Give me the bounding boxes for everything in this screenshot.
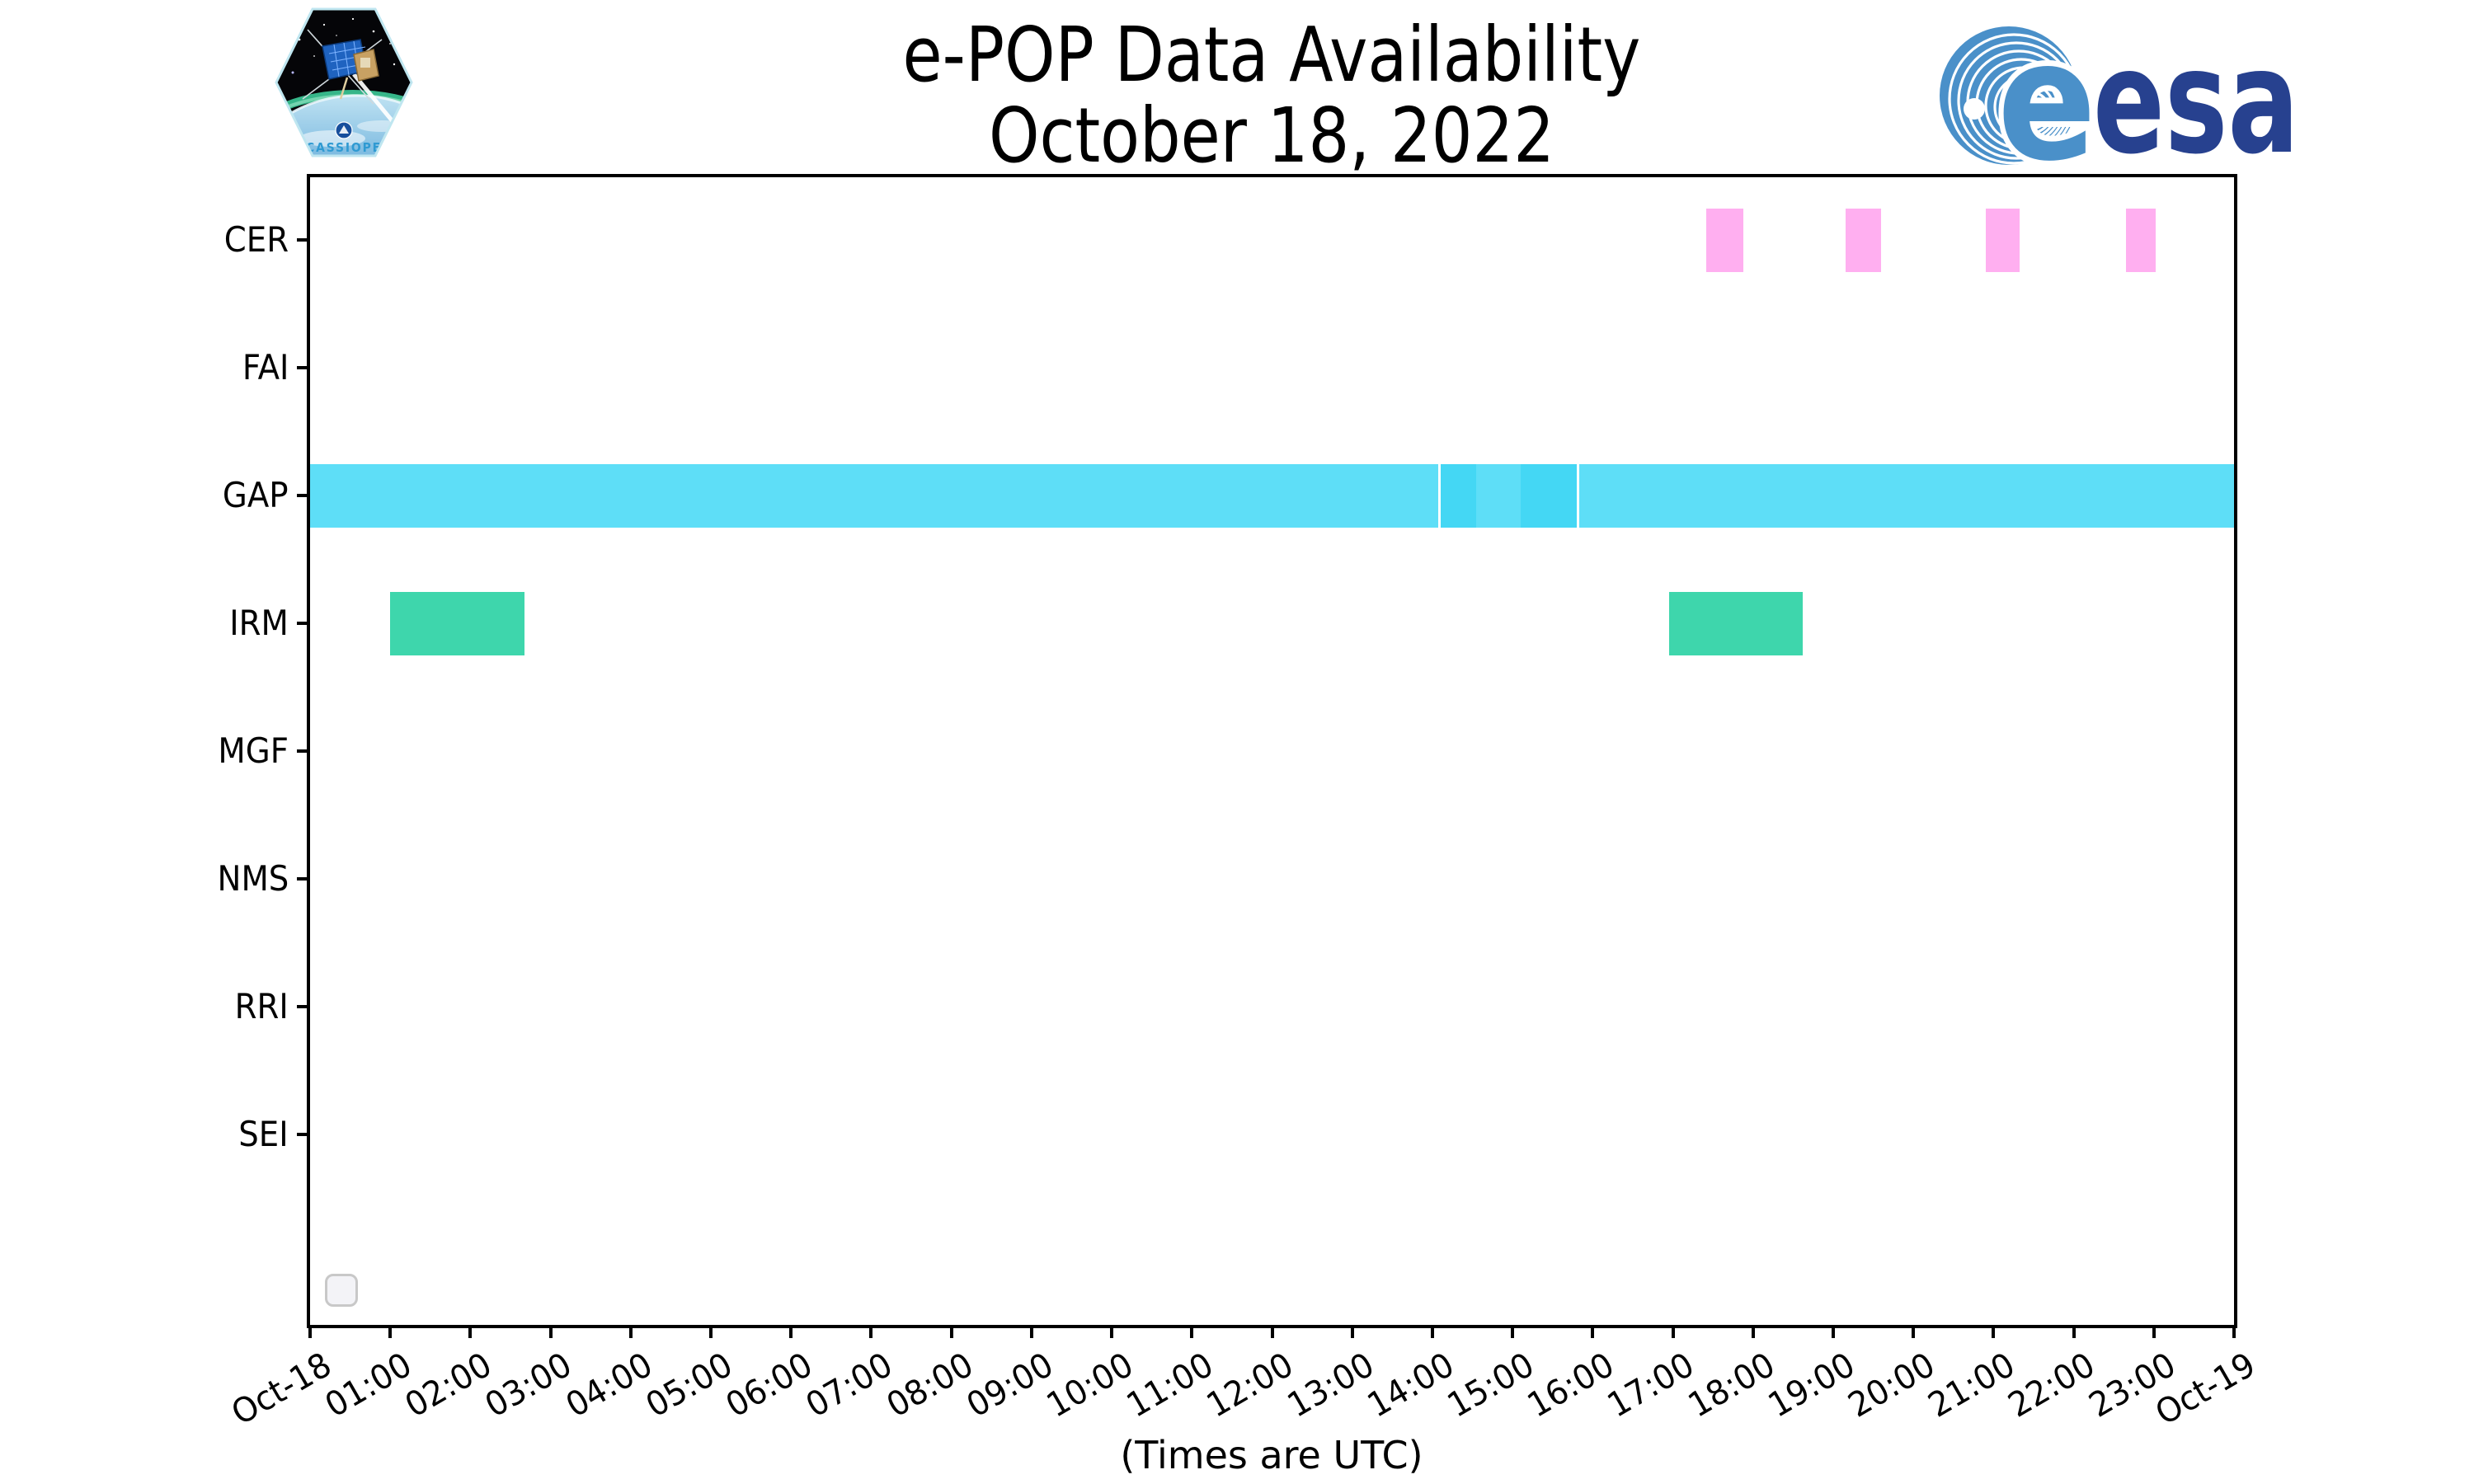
bar-IRM bbox=[1669, 592, 1803, 655]
ytick-RRI bbox=[297, 1005, 310, 1008]
xlabel-11:00: 11:00 bbox=[1120, 1345, 1221, 1425]
xtick-21:00 bbox=[1992, 1325, 1996, 1338]
xtick-18:00 bbox=[1751, 1325, 1755, 1338]
xtick-Oct-18 bbox=[308, 1325, 312, 1338]
xaxis-label: (Times are UTC) bbox=[1120, 1433, 1423, 1477]
xlabel-20:00: 20:00 bbox=[1841, 1345, 1942, 1425]
xtick-04:00 bbox=[628, 1325, 633, 1338]
xlabel-21:00: 21:00 bbox=[1921, 1345, 2022, 1425]
xlabel-02:00: 02:00 bbox=[398, 1345, 499, 1425]
xtick-10:00 bbox=[1110, 1325, 1114, 1338]
ytick-MGF bbox=[297, 749, 310, 753]
ylabel-GAP: GAP bbox=[223, 475, 289, 515]
esa-wordmark: esa bbox=[2093, 19, 2299, 177]
bar-GAP bbox=[1579, 464, 2234, 528]
xlabel-09:00: 09:00 bbox=[959, 1345, 1060, 1425]
chart-subtitle: October 18, 2022 bbox=[988, 92, 1555, 180]
xtick-Oct-19 bbox=[2232, 1325, 2236, 1338]
patch-earth-limb bbox=[276, 94, 412, 156]
esa-globe-dot bbox=[1964, 98, 1985, 120]
ylabel-CER: CER bbox=[223, 219, 289, 260]
bar-CER bbox=[1706, 209, 1743, 272]
bar-CER bbox=[1846, 209, 1881, 272]
xtick-16:00 bbox=[1591, 1325, 1595, 1338]
xlabel-03:00: 03:00 bbox=[478, 1345, 579, 1425]
ytick-GAP bbox=[297, 494, 310, 497]
bar-IRM bbox=[390, 592, 524, 655]
xtick-20:00 bbox=[1912, 1325, 1916, 1338]
patch-stars bbox=[291, 17, 396, 74]
xlabel-19:00: 19:00 bbox=[1761, 1345, 1861, 1425]
xtick-11:00 bbox=[1190, 1325, 1194, 1338]
bar-CER bbox=[1986, 209, 2020, 272]
ylabel-RRI: RRI bbox=[234, 986, 289, 1026]
xtick-13:00 bbox=[1350, 1325, 1354, 1338]
xtick-19:00 bbox=[1831, 1325, 1835, 1338]
ylabel-MGF: MGF bbox=[218, 730, 289, 771]
xlabel-22:00: 22:00 bbox=[2001, 1345, 2102, 1425]
esa-logo: e esa bbox=[1940, 16, 2299, 177]
checkbox-widget[interactable] bbox=[325, 1274, 358, 1307]
xlabel-14:00: 14:00 bbox=[1360, 1345, 1460, 1425]
patch-agency-mark bbox=[339, 125, 349, 134]
ytick-FAI bbox=[297, 366, 310, 369]
xtick-06:00 bbox=[789, 1325, 793, 1338]
xlabel-16:00: 16:00 bbox=[1521, 1345, 1621, 1425]
xtick-15:00 bbox=[1511, 1325, 1515, 1338]
ytick-IRM bbox=[297, 622, 310, 625]
bar-GAP bbox=[1441, 464, 1476, 528]
ytick-SEI bbox=[297, 1133, 310, 1136]
ylabel-NMS: NMS bbox=[217, 858, 289, 899]
ylabel-FAI: FAI bbox=[242, 347, 289, 387]
patch-satellite bbox=[302, 29, 383, 105]
ylabel-IRM: IRM bbox=[229, 603, 289, 643]
patch-border bbox=[275, 7, 413, 157]
bar-GAP bbox=[1476, 464, 1521, 528]
xlabel-08:00: 08:00 bbox=[879, 1345, 980, 1425]
xtick-17:00 bbox=[1671, 1325, 1675, 1338]
xtick-23:00 bbox=[2152, 1325, 2156, 1338]
xtick-05:00 bbox=[709, 1325, 713, 1338]
esa-globe bbox=[1940, 26, 2080, 165]
xtick-07:00 bbox=[869, 1325, 873, 1338]
axes-border bbox=[307, 174, 2237, 1328]
xlabel-18:00: 18:00 bbox=[1681, 1345, 1781, 1425]
bar-GAP bbox=[1521, 464, 1577, 528]
chart-title: e-POP Data Availability bbox=[902, 11, 1641, 99]
xtick-01:00 bbox=[388, 1325, 393, 1338]
xtick-08:00 bbox=[949, 1325, 953, 1338]
xtick-02:00 bbox=[468, 1325, 473, 1338]
xlabel-04:00: 04:00 bbox=[558, 1345, 659, 1425]
xtick-22:00 bbox=[2072, 1325, 2076, 1338]
bar-CER bbox=[2126, 209, 2156, 272]
xlabel-10:00: 10:00 bbox=[1039, 1345, 1141, 1425]
xtick-03:00 bbox=[548, 1325, 553, 1338]
xlabel-06:00: 06:00 bbox=[719, 1345, 820, 1425]
xlabel-13:00: 13:00 bbox=[1280, 1345, 1380, 1425]
xlabel-05:00: 05:00 bbox=[638, 1345, 740, 1425]
bar-GAP bbox=[310, 464, 1438, 528]
ytick-CER bbox=[297, 238, 310, 242]
xtick-09:00 bbox=[1029, 1325, 1033, 1338]
xtick-14:00 bbox=[1430, 1325, 1434, 1338]
ylabel-SEI: SEI bbox=[238, 1114, 289, 1154]
xlabel-15:00: 15:00 bbox=[1440, 1345, 1541, 1425]
xtick-12:00 bbox=[1270, 1325, 1274, 1338]
esa-e-glyph: e bbox=[1997, 16, 2096, 177]
ytick-NMS bbox=[297, 877, 310, 881]
xlabel-01:00: 01:00 bbox=[318, 1345, 419, 1425]
xlabel-17:00: 17:00 bbox=[1601, 1345, 1701, 1425]
cassiope-wordmark: CASSIOPE bbox=[306, 140, 382, 155]
cassiope-mission-patch: CASSIOPE bbox=[275, 7, 413, 157]
xlabel-07:00: 07:00 bbox=[799, 1345, 900, 1425]
xlabel-12:00: 12:00 bbox=[1200, 1345, 1300, 1425]
